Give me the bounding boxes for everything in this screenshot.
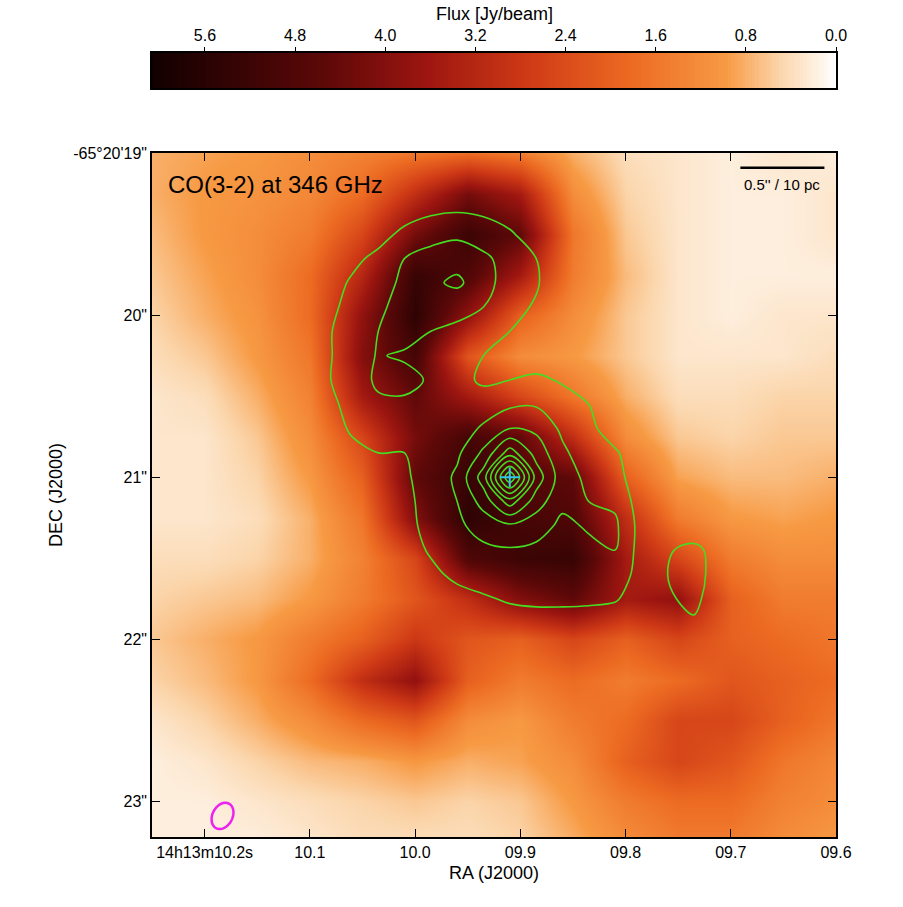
svg-text:22": 22" bbox=[124, 631, 147, 648]
svg-text:0.5'' / 10 pc: 0.5'' / 10 pc bbox=[744, 176, 820, 193]
svg-text:14h13m10.2s: 14h13m10.2s bbox=[156, 844, 253, 861]
svg-text:Flux [Jy/beam]: Flux [Jy/beam] bbox=[436, 4, 553, 24]
svg-text:RA (J2000): RA (J2000) bbox=[449, 863, 539, 883]
svg-text:09.6: 09.6 bbox=[820, 844, 851, 861]
svg-text:4.0: 4.0 bbox=[374, 27, 396, 44]
svg-text:3.2: 3.2 bbox=[464, 27, 486, 44]
svg-text:CO(3-2) at 346 GHz: CO(3-2) at 346 GHz bbox=[168, 171, 383, 198]
svg-text:DEC (J2000): DEC (J2000) bbox=[46, 443, 66, 547]
svg-text:09.9: 09.9 bbox=[505, 844, 536, 861]
svg-text:4.8: 4.8 bbox=[284, 27, 306, 44]
svg-text:21": 21" bbox=[124, 469, 147, 486]
svg-text:2.4: 2.4 bbox=[554, 27, 576, 44]
svg-text:20": 20" bbox=[124, 307, 147, 324]
svg-text:0.0: 0.0 bbox=[825, 27, 847, 44]
svg-text:10.1: 10.1 bbox=[294, 844, 325, 861]
svg-text:1.6: 1.6 bbox=[645, 27, 667, 44]
svg-text:23": 23" bbox=[124, 793, 147, 810]
svg-text:0.8: 0.8 bbox=[735, 27, 757, 44]
svg-text:5.6: 5.6 bbox=[194, 27, 216, 44]
svg-text:09.8: 09.8 bbox=[610, 844, 641, 861]
svg-text:-65°20'19": -65°20'19" bbox=[73, 145, 147, 162]
svg-text:10.0: 10.0 bbox=[400, 844, 431, 861]
svg-text:09.7: 09.7 bbox=[715, 844, 746, 861]
